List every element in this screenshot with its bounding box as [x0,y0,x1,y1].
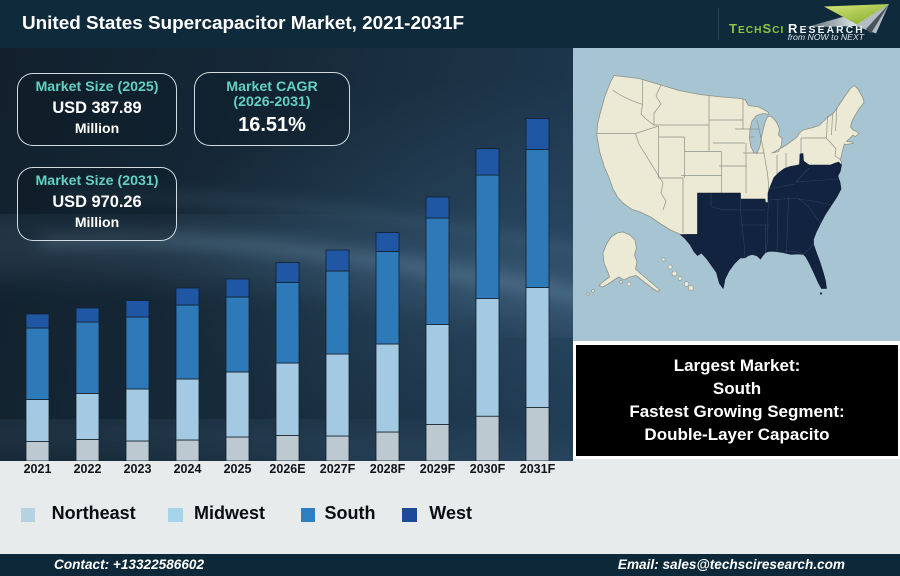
svg-text:from NOW to NEXT: from NOW to NEXT [788,32,865,42]
svg-text:RESEARCH: RESEARCH [788,21,865,36]
svg-text:TECHSCI: TECHSCI [729,21,784,36]
